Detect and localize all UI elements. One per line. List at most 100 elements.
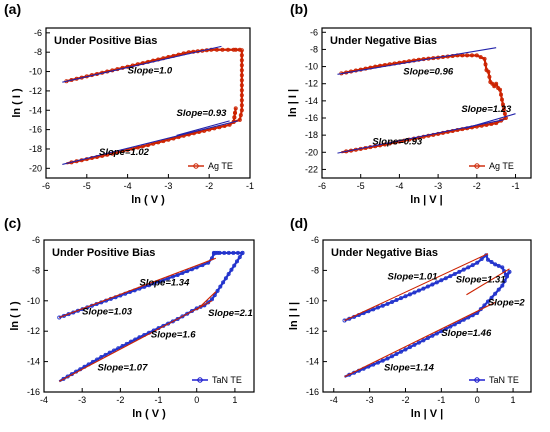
data-point [416, 135, 421, 140]
data-point [450, 53, 455, 58]
data-point [485, 299, 490, 304]
legend-label: TaN TE [489, 375, 519, 385]
data-point [175, 272, 180, 277]
data-point [380, 303, 385, 308]
data-point [489, 260, 494, 265]
data-point [505, 274, 510, 279]
y-tick-label: -6 [32, 235, 40, 245]
data-point [231, 47, 236, 52]
panel-1: (a) -6 -5 -4 -3 -2 -1 -20 -18 -16 -14 -12 -10 -8 -6 ln … [4, 1, 254, 206]
fit-line [59, 257, 217, 319]
data-point [496, 287, 501, 292]
y-tick-label: -16 [306, 387, 319, 397]
data-point [434, 331, 439, 336]
data-point [239, 48, 244, 53]
data-point [493, 291, 498, 296]
fit-line [59, 300, 213, 382]
chart-title: Under Negative Bias [331, 247, 438, 259]
data-point [212, 293, 217, 298]
data-point [489, 295, 494, 300]
data-point [500, 283, 505, 288]
y-axis-label: ln ( I ) [11, 88, 23, 118]
data-point [407, 345, 412, 350]
x-tick-label: -2 [116, 395, 124, 405]
data-point [492, 84, 497, 89]
data-point [430, 333, 435, 338]
data-point [465, 53, 470, 58]
data-point [237, 255, 242, 260]
x-tick-label: -5 [83, 181, 91, 191]
data-point [385, 356, 390, 361]
x-tick-label: -1 [155, 395, 163, 405]
data-point [233, 110, 238, 115]
chart-title: Under Positive Bias [52, 247, 155, 259]
panel-3: (c)-4 -3 -2 -1 0 1-16-14-12-10-8-6ln ( V )ln … [4, 215, 255, 420]
y-tick-label: -8 [311, 265, 319, 275]
data-point [461, 267, 466, 272]
y-tick-label: -16 [29, 125, 42, 135]
plot-frame [43, 239, 255, 393]
data-point [237, 117, 242, 122]
slope-annotation: Slope=1.46 [441, 328, 492, 339]
y-tick-label: -10 [306, 296, 319, 306]
data-point [500, 265, 505, 270]
data-point [235, 250, 240, 255]
data-point [452, 272, 457, 277]
data-point [239, 73, 244, 78]
panel-4: (d)-4 -3 -2 -1 0 1-16-14-12-10-8-6ln | V |ln … [288, 215, 532, 420]
data-point [239, 58, 244, 63]
data-point [501, 107, 506, 112]
y-tick-label: -10 [27, 296, 40, 306]
data-point [239, 98, 244, 103]
data-point [180, 314, 185, 319]
data-point [185, 311, 190, 316]
data-point [394, 298, 399, 303]
data-point [493, 262, 498, 267]
y-tick-label: -16 [305, 113, 318, 123]
x-tick-label: -3 [164, 181, 172, 191]
data-point [238, 113, 243, 118]
x-axis-label: ln ( V ) [131, 194, 165, 206]
data-point [234, 259, 239, 264]
data-point [486, 69, 491, 74]
data-point [502, 279, 507, 284]
x-tick-label: -4 [124, 181, 132, 191]
data-point [445, 129, 450, 134]
plot-frame [322, 239, 532, 393]
data-point [425, 284, 430, 289]
data-point [439, 329, 444, 334]
y-tick-label: -10 [305, 62, 318, 72]
slope-annotation: Slope=1.07 [97, 363, 148, 374]
y-tick-label: -14 [27, 357, 40, 367]
data-point [215, 288, 220, 293]
fit-line [337, 47, 497, 75]
data-point [237, 47, 242, 52]
x-tick-label: -4 [395, 181, 403, 191]
data-point [421, 286, 426, 291]
x-tick-label: -3 [366, 395, 374, 405]
data-point [443, 276, 448, 281]
data-point [213, 250, 218, 255]
data-point [412, 342, 417, 347]
data-point [215, 250, 220, 255]
data-point [240, 250, 245, 255]
data-point [191, 49, 196, 54]
slope-annotation: Slope=2 [488, 297, 525, 308]
y-tick-label: -6 [311, 235, 319, 245]
data-point [416, 340, 421, 345]
data-point [494, 81, 499, 86]
data-point [232, 263, 237, 268]
data-point [403, 294, 408, 299]
data-point [485, 257, 490, 262]
x-tick-label: -1 [246, 181, 254, 191]
y-tick-label: -12 [305, 79, 318, 89]
y-axis-label: ln | I | [287, 89, 299, 117]
data-point [398, 296, 403, 301]
data-point [403, 347, 408, 352]
data-point [140, 61, 145, 66]
data-point [223, 276, 228, 281]
data-point [474, 53, 479, 58]
data-point [439, 278, 444, 283]
slope-annotation: Slope=1.03 [82, 306, 133, 317]
x-tick-label: -1 [512, 181, 520, 191]
